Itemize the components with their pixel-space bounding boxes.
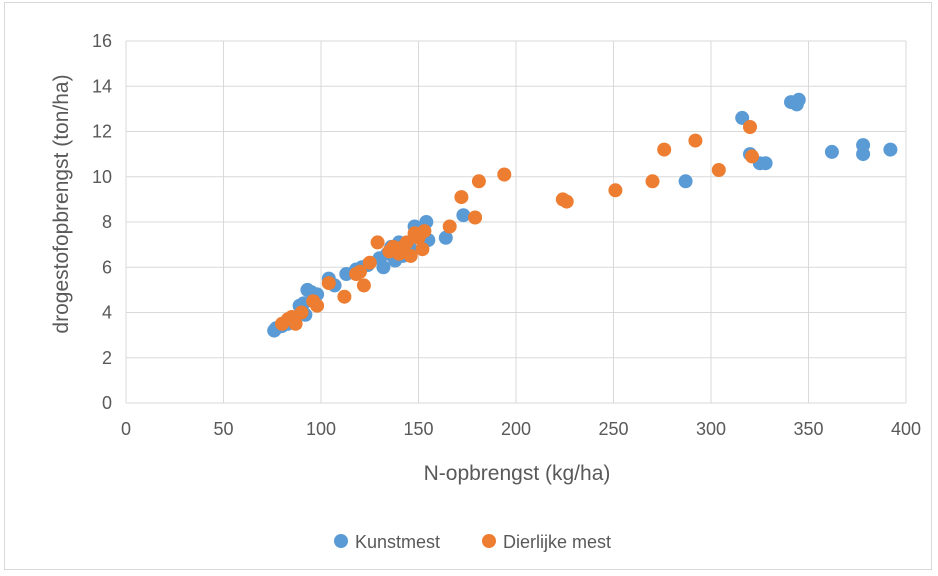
y-tick-label-2: 2 bbox=[102, 348, 112, 368]
point-kunstmest-38 bbox=[758, 156, 773, 171]
point-dierlijke-mest-32 bbox=[645, 174, 660, 189]
x-tick-label-150: 150 bbox=[403, 419, 433, 439]
y-tick-label-8: 8 bbox=[102, 212, 112, 232]
y-tick-label-14: 14 bbox=[92, 76, 112, 96]
point-dierlijke-mest-22 bbox=[415, 242, 430, 257]
scatter-chart: 0 2 4 6 8 10 12 14 16 0 50 100 150 200 250 300 350 400 d… bbox=[50, 31, 921, 552]
point-dierlijke-mest-19 bbox=[403, 248, 418, 263]
x-tick-label-350: 350 bbox=[793, 419, 823, 439]
point-dierlijke-mest-35 bbox=[711, 163, 726, 177]
y-tick-label-0: 0 bbox=[102, 393, 112, 413]
point-dierlijke-mest-18 bbox=[399, 235, 414, 250]
point-kunstmest-42 bbox=[824, 144, 839, 159]
point-kunstmest-35 bbox=[735, 110, 750, 125]
y-tick-labels: 0 2 4 6 8 10 12 14 16 bbox=[92, 31, 112, 413]
legend-label-kunstmest: Kunstmest bbox=[355, 532, 440, 552]
y-tick-label-16: 16 bbox=[92, 31, 112, 51]
point-kunstmest-34 bbox=[678, 174, 693, 189]
x-tick-labels: 0 50 100 150 200 250 300 350 400 bbox=[121, 419, 921, 439]
y-tick-label-12: 12 bbox=[92, 122, 112, 142]
y-tick-label-4: 4 bbox=[102, 303, 112, 323]
data-points bbox=[267, 92, 898, 338]
point-kunstmest-18 bbox=[376, 260, 391, 275]
point-dierlijke-mest-10 bbox=[353, 264, 367, 279]
y-tick-label-6: 6 bbox=[102, 257, 112, 277]
legend: Kunstmest Dierlijke mest bbox=[334, 532, 611, 552]
point-dierlijke-mest-7 bbox=[321, 276, 336, 291]
point-dierlijke-mest-37 bbox=[745, 149, 759, 164]
x-tick-label-250: 250 bbox=[598, 419, 628, 439]
chart-frame: 0 2 4 6 8 10 12 14 16 0 50 100 150 200 250 300 350 400 d… bbox=[4, 2, 932, 570]
point-dierlijke-mest-31 bbox=[608, 183, 623, 198]
point-dierlijke-mest-28 bbox=[497, 167, 512, 182]
x-tick-label-100: 100 bbox=[306, 419, 336, 439]
point-dierlijke-mest-6 bbox=[310, 298, 325, 313]
point-dierlijke-mest-34 bbox=[688, 133, 703, 148]
point-dierlijke-mest-12 bbox=[362, 255, 377, 270]
x-tick-label-400: 400 bbox=[891, 419, 921, 439]
point-dierlijke-mest-24 bbox=[442, 219, 457, 234]
legend-label-dierlijke-mest: Dierlijke mest bbox=[503, 532, 611, 552]
point-dierlijke-mest-8 bbox=[337, 289, 352, 304]
point-dierlijke-mest-4 bbox=[294, 305, 309, 320]
point-dierlijke-mest-23 bbox=[417, 224, 432, 239]
point-kunstmest-33 bbox=[456, 208, 471, 223]
point-dierlijke-mest-3 bbox=[288, 316, 303, 331]
point-kunstmest-32 bbox=[438, 230, 453, 245]
point-dierlijke-mest-25 bbox=[454, 190, 469, 205]
y-tick-label-10: 10 bbox=[92, 167, 112, 187]
x-axis-title: N-opbrengst (kg/ha) bbox=[424, 462, 611, 485]
x-tick-label-300: 300 bbox=[696, 419, 726, 439]
legend-marker-kunstmest bbox=[334, 534, 348, 548]
y-axis-title: drogestofopbrengst (ton/ha) bbox=[50, 74, 73, 333]
point-dierlijke-mest-26 bbox=[468, 210, 483, 225]
point-dierlijke-mest-36 bbox=[743, 120, 757, 134]
point-kunstmest-45 bbox=[883, 142, 898, 157]
point-dierlijke-mest-33 bbox=[657, 142, 672, 157]
x-tick-label-200: 200 bbox=[501, 419, 531, 439]
x-tick-label-0: 0 bbox=[121, 419, 131, 439]
point-kunstmest-44 bbox=[856, 138, 871, 153]
point-dierlijke-mest-13 bbox=[370, 235, 385, 250]
point-dierlijke-mest-30 bbox=[559, 194, 574, 209]
x-tick-label-50: 50 bbox=[213, 419, 233, 439]
point-dierlijke-mest-11 bbox=[356, 278, 371, 293]
legend-marker-dierlijke-mest bbox=[482, 534, 496, 548]
point-dierlijke-mest-27 bbox=[471, 174, 486, 189]
point-kunstmest-41 bbox=[791, 92, 806, 107]
gridlines bbox=[125, 40, 907, 404]
